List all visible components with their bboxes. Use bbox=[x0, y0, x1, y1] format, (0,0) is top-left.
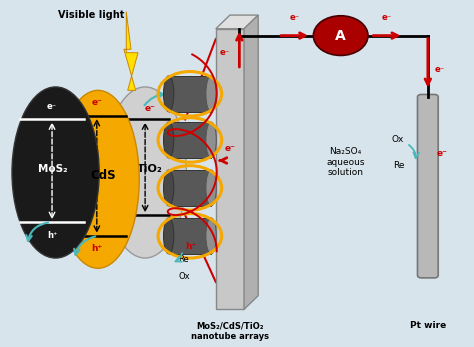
Ellipse shape bbox=[57, 90, 139, 268]
Text: e⁻: e⁻ bbox=[91, 99, 102, 108]
Text: e⁻: e⁻ bbox=[435, 65, 445, 74]
Polygon shape bbox=[169, 76, 211, 112]
Ellipse shape bbox=[164, 218, 174, 254]
Text: A: A bbox=[335, 28, 346, 43]
Text: h⁺: h⁺ bbox=[185, 242, 196, 251]
Ellipse shape bbox=[164, 76, 174, 112]
Text: Re: Re bbox=[393, 161, 404, 170]
Text: e⁻: e⁻ bbox=[437, 149, 447, 158]
Ellipse shape bbox=[206, 218, 216, 254]
Text: e⁻: e⁻ bbox=[47, 102, 57, 111]
Text: Ox: Ox bbox=[392, 135, 404, 144]
Text: Pt wire: Pt wire bbox=[410, 321, 446, 330]
Ellipse shape bbox=[104, 87, 186, 258]
Polygon shape bbox=[124, 12, 138, 90]
Text: h⁺: h⁺ bbox=[91, 244, 102, 253]
Text: Visible light: Visible light bbox=[58, 10, 124, 20]
Ellipse shape bbox=[164, 170, 174, 206]
Text: Ox: Ox bbox=[178, 272, 190, 281]
Polygon shape bbox=[244, 15, 258, 310]
Text: MoS₂/CdS/TiO₂
nanotube arrays: MoS₂/CdS/TiO₂ nanotube arrays bbox=[191, 321, 269, 341]
Ellipse shape bbox=[206, 170, 216, 206]
Text: e⁻: e⁻ bbox=[145, 104, 155, 112]
Text: CdS: CdS bbox=[90, 169, 116, 183]
Polygon shape bbox=[169, 122, 211, 158]
Text: MoS₂: MoS₂ bbox=[38, 164, 68, 174]
Text: Re: Re bbox=[178, 255, 189, 264]
Text: e⁻: e⁻ bbox=[220, 48, 230, 57]
Text: e⁻: e⁻ bbox=[382, 13, 392, 22]
Ellipse shape bbox=[164, 122, 174, 158]
Ellipse shape bbox=[206, 122, 216, 158]
Text: Na₂SO₄
aqueous
solution: Na₂SO₄ aqueous solution bbox=[326, 147, 365, 177]
Polygon shape bbox=[169, 218, 211, 254]
Text: e⁻: e⁻ bbox=[225, 144, 236, 153]
Polygon shape bbox=[169, 170, 211, 206]
Circle shape bbox=[313, 16, 368, 56]
Polygon shape bbox=[216, 29, 244, 310]
FancyBboxPatch shape bbox=[418, 94, 438, 278]
Ellipse shape bbox=[206, 76, 216, 112]
Polygon shape bbox=[216, 15, 258, 29]
Text: h⁺: h⁺ bbox=[47, 231, 57, 240]
Text: TiO₂: TiO₂ bbox=[137, 164, 163, 174]
Text: e⁻: e⁻ bbox=[290, 13, 300, 22]
Ellipse shape bbox=[12, 87, 99, 258]
